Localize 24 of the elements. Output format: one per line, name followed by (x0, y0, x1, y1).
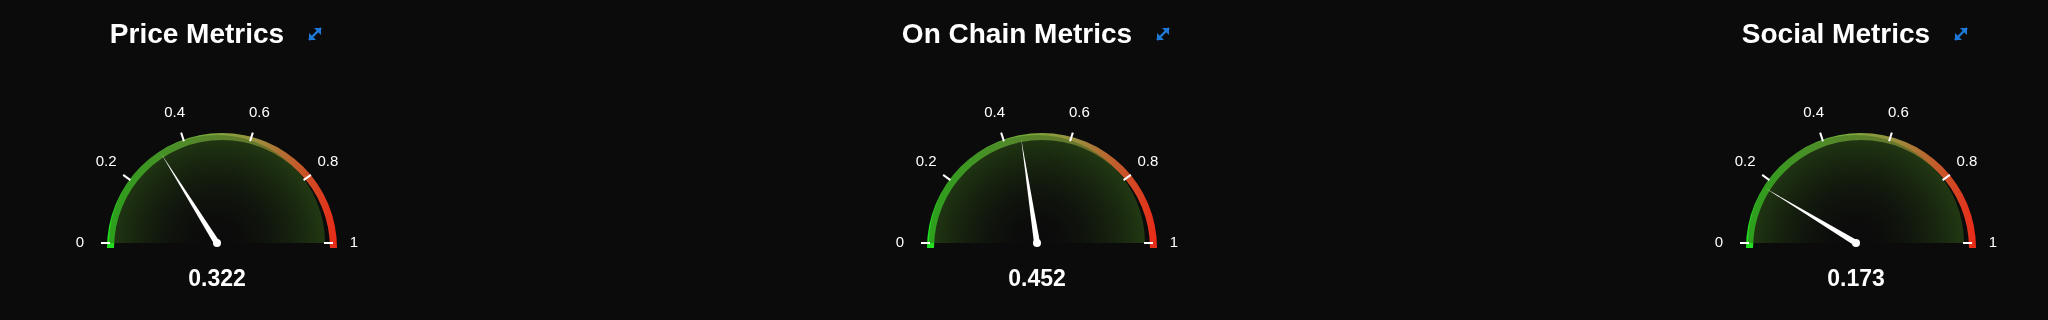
text: 0.2 (95, 152, 117, 170)
text: Social Metrics (1741, 18, 1931, 50)
text: 0.8 (317, 152, 339, 170)
text: 0.8 (1137, 152, 1159, 170)
text: 0.2 (915, 152, 937, 170)
text: 0 (1714, 232, 1724, 250)
data-label: 0.173 (1827, 265, 1885, 291)
text: 1 (1988, 232, 1998, 250)
text: 0.6 (248, 102, 270, 120)
text: Price Metrics (109, 18, 285, 50)
text: 0.4 (164, 102, 186, 120)
text: 1 (349, 232, 359, 250)
text: 0.6 (1068, 102, 1090, 120)
text: 0 (75, 232, 85, 250)
text: On Chain Metrics (901, 18, 1133, 50)
text: 0.4 (1803, 102, 1825, 120)
data-label: 0.322 (188, 265, 246, 291)
text: 0.4 (984, 102, 1006, 120)
text: 0 (895, 232, 905, 250)
text: 1 (1169, 232, 1179, 250)
text: 0.6 (1887, 102, 1909, 120)
text: 0.2 (1734, 152, 1756, 170)
data-label: 0.452 (1008, 265, 1066, 291)
text: 0.8 (1956, 152, 1978, 170)
